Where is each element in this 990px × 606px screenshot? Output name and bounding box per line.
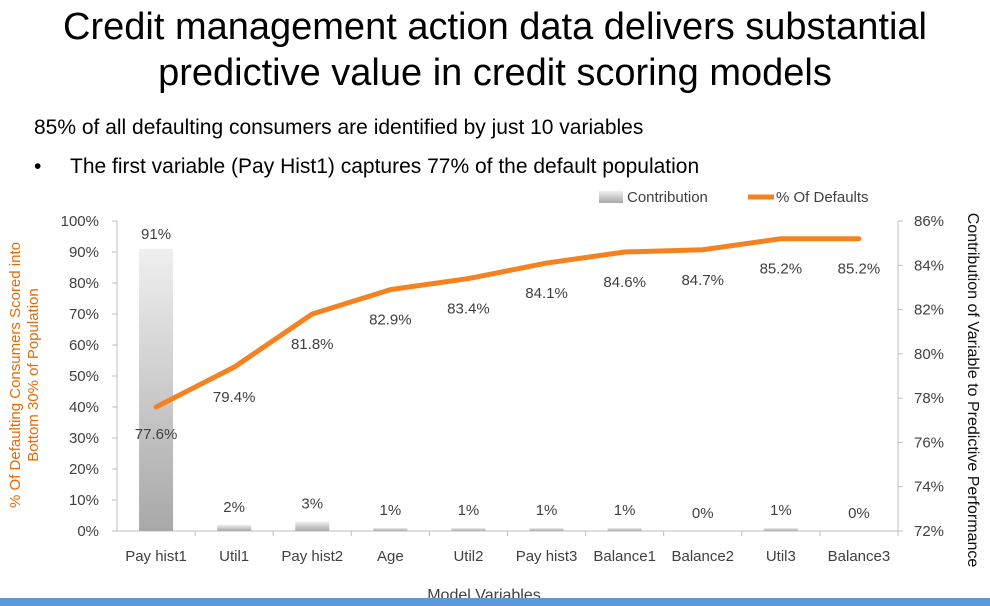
legend-swatch-contribution — [599, 191, 623, 203]
slide-title: Credit management action data delivers s… — [0, 4, 990, 96]
line-point — [623, 250, 627, 254]
left-tick-label: 20% — [69, 461, 99, 478]
line-point — [154, 405, 158, 409]
bar-data-label: 1% — [536, 502, 558, 519]
right-tick-label: 78% — [914, 390, 944, 407]
bar-data-label: 1% — [380, 502, 402, 519]
bar-contribution — [451, 527, 486, 531]
bar-contribution — [529, 527, 564, 531]
x-tick-label: Util2 — [453, 548, 483, 565]
left-tick-label: 80% — [69, 275, 99, 292]
right-tick-label: 82% — [914, 302, 944, 319]
line-point — [388, 288, 392, 292]
legend-label-contribution: Contribution — [627, 189, 708, 206]
line-defaults — [153, 236, 862, 410]
line-data-label: 79.4% — [213, 389, 256, 406]
bar-contribution — [217, 524, 252, 531]
line-data-label: 85.2% — [760, 261, 803, 278]
title-line-2: predictive value in credit scoring model… — [158, 52, 832, 94]
left-tick-label: 10% — [69, 492, 99, 509]
line-data-label: 77.6% — [135, 426, 178, 443]
bar-data-label: 0% — [848, 505, 870, 522]
bar-data-label: 3% — [301, 496, 323, 513]
right-tick-label: 80% — [914, 346, 944, 363]
title-line-1: Credit management action data delivers s… — [63, 6, 927, 48]
x-tick-label: Balance3 — [828, 548, 891, 565]
right-tick-label: 84% — [914, 257, 944, 274]
bullet-text: The first variable (Pay Hist1) captures … — [70, 155, 700, 178]
x-tick-label: Util3 — [766, 548, 796, 565]
bullet-marker: • — [34, 155, 42, 178]
bar-data-label: 1% — [614, 502, 636, 519]
line-point — [310, 312, 314, 316]
x-tick-label: Pay hist3 — [516, 548, 578, 565]
left-tick-label: 50% — [69, 368, 99, 385]
left-tick-label: 70% — [69, 306, 99, 323]
legend-label-defaults: % Of Defaults — [776, 189, 869, 206]
line-data-label: 83.4% — [447, 301, 490, 318]
left-tick-label: 40% — [69, 399, 99, 416]
left-tick-label: 90% — [69, 244, 99, 261]
bar-data-label: 1% — [770, 502, 792, 519]
right-tick-label: 74% — [914, 479, 944, 496]
right-tick-label: 76% — [914, 434, 944, 451]
bar-data-label: 91% — [141, 226, 171, 243]
left-tick-label: 30% — [69, 430, 99, 447]
x-tick-label: Pay hist2 — [281, 548, 343, 565]
line-data-label: 84.1% — [525, 285, 568, 302]
x-tick-label: Balance1 — [593, 548, 656, 565]
subtitle: 85% of all defaulting consumers are iden… — [34, 116, 644, 139]
x-tick-label: Util1 — [219, 548, 249, 565]
bar-data-label: 1% — [458, 502, 480, 519]
line-point — [232, 365, 236, 369]
bar-contribution — [295, 521, 330, 531]
line-point — [466, 277, 470, 281]
bar-contribution — [373, 527, 408, 531]
line-data-label: 81.8% — [291, 336, 334, 353]
line-point — [545, 261, 549, 265]
left-tick-label: 60% — [69, 337, 99, 354]
footer-bar — [0, 598, 990, 606]
left-axis-title: % Of Defaulting Consumers Scored into Bo… — [7, 242, 42, 508]
x-tick-label: Balance2 — [671, 548, 734, 565]
bar-contribution — [607, 527, 642, 531]
right-tick-label: 72% — [914, 523, 944, 540]
bullet-point: • The first variable (Pay Hist1) captures… — [34, 155, 699, 179]
line-point — [779, 237, 783, 241]
bar-data-label: 0% — [692, 505, 714, 522]
bar-contribution — [763, 527, 798, 531]
left-tick-label: 100% — [61, 213, 99, 230]
right-tick-label: 86% — [914, 213, 944, 230]
line-data-label: 82.9% — [369, 312, 412, 329]
line-point — [857, 237, 861, 241]
line-point — [701, 248, 705, 252]
left-axis-title-line-1: % Of Defaulting Consumers Scored into — [7, 242, 24, 508]
left-tick-label: 0% — [77, 523, 99, 540]
bar-data-label: 2% — [223, 499, 245, 516]
bar-contribution — [139, 248, 174, 531]
x-tick-label: Pay hist1 — [125, 548, 187, 565]
right-axis-title: Contribution of Variable to Predictive P… — [964, 213, 981, 568]
line-data-label: 85.2% — [838, 261, 881, 278]
left-axis-title-line-2: Bottom 30% of Population — [25, 288, 42, 461]
line-data-label: 84.6% — [603, 274, 646, 291]
line-data-label: 84.7% — [681, 272, 724, 289]
x-tick-label: Age — [377, 548, 404, 565]
